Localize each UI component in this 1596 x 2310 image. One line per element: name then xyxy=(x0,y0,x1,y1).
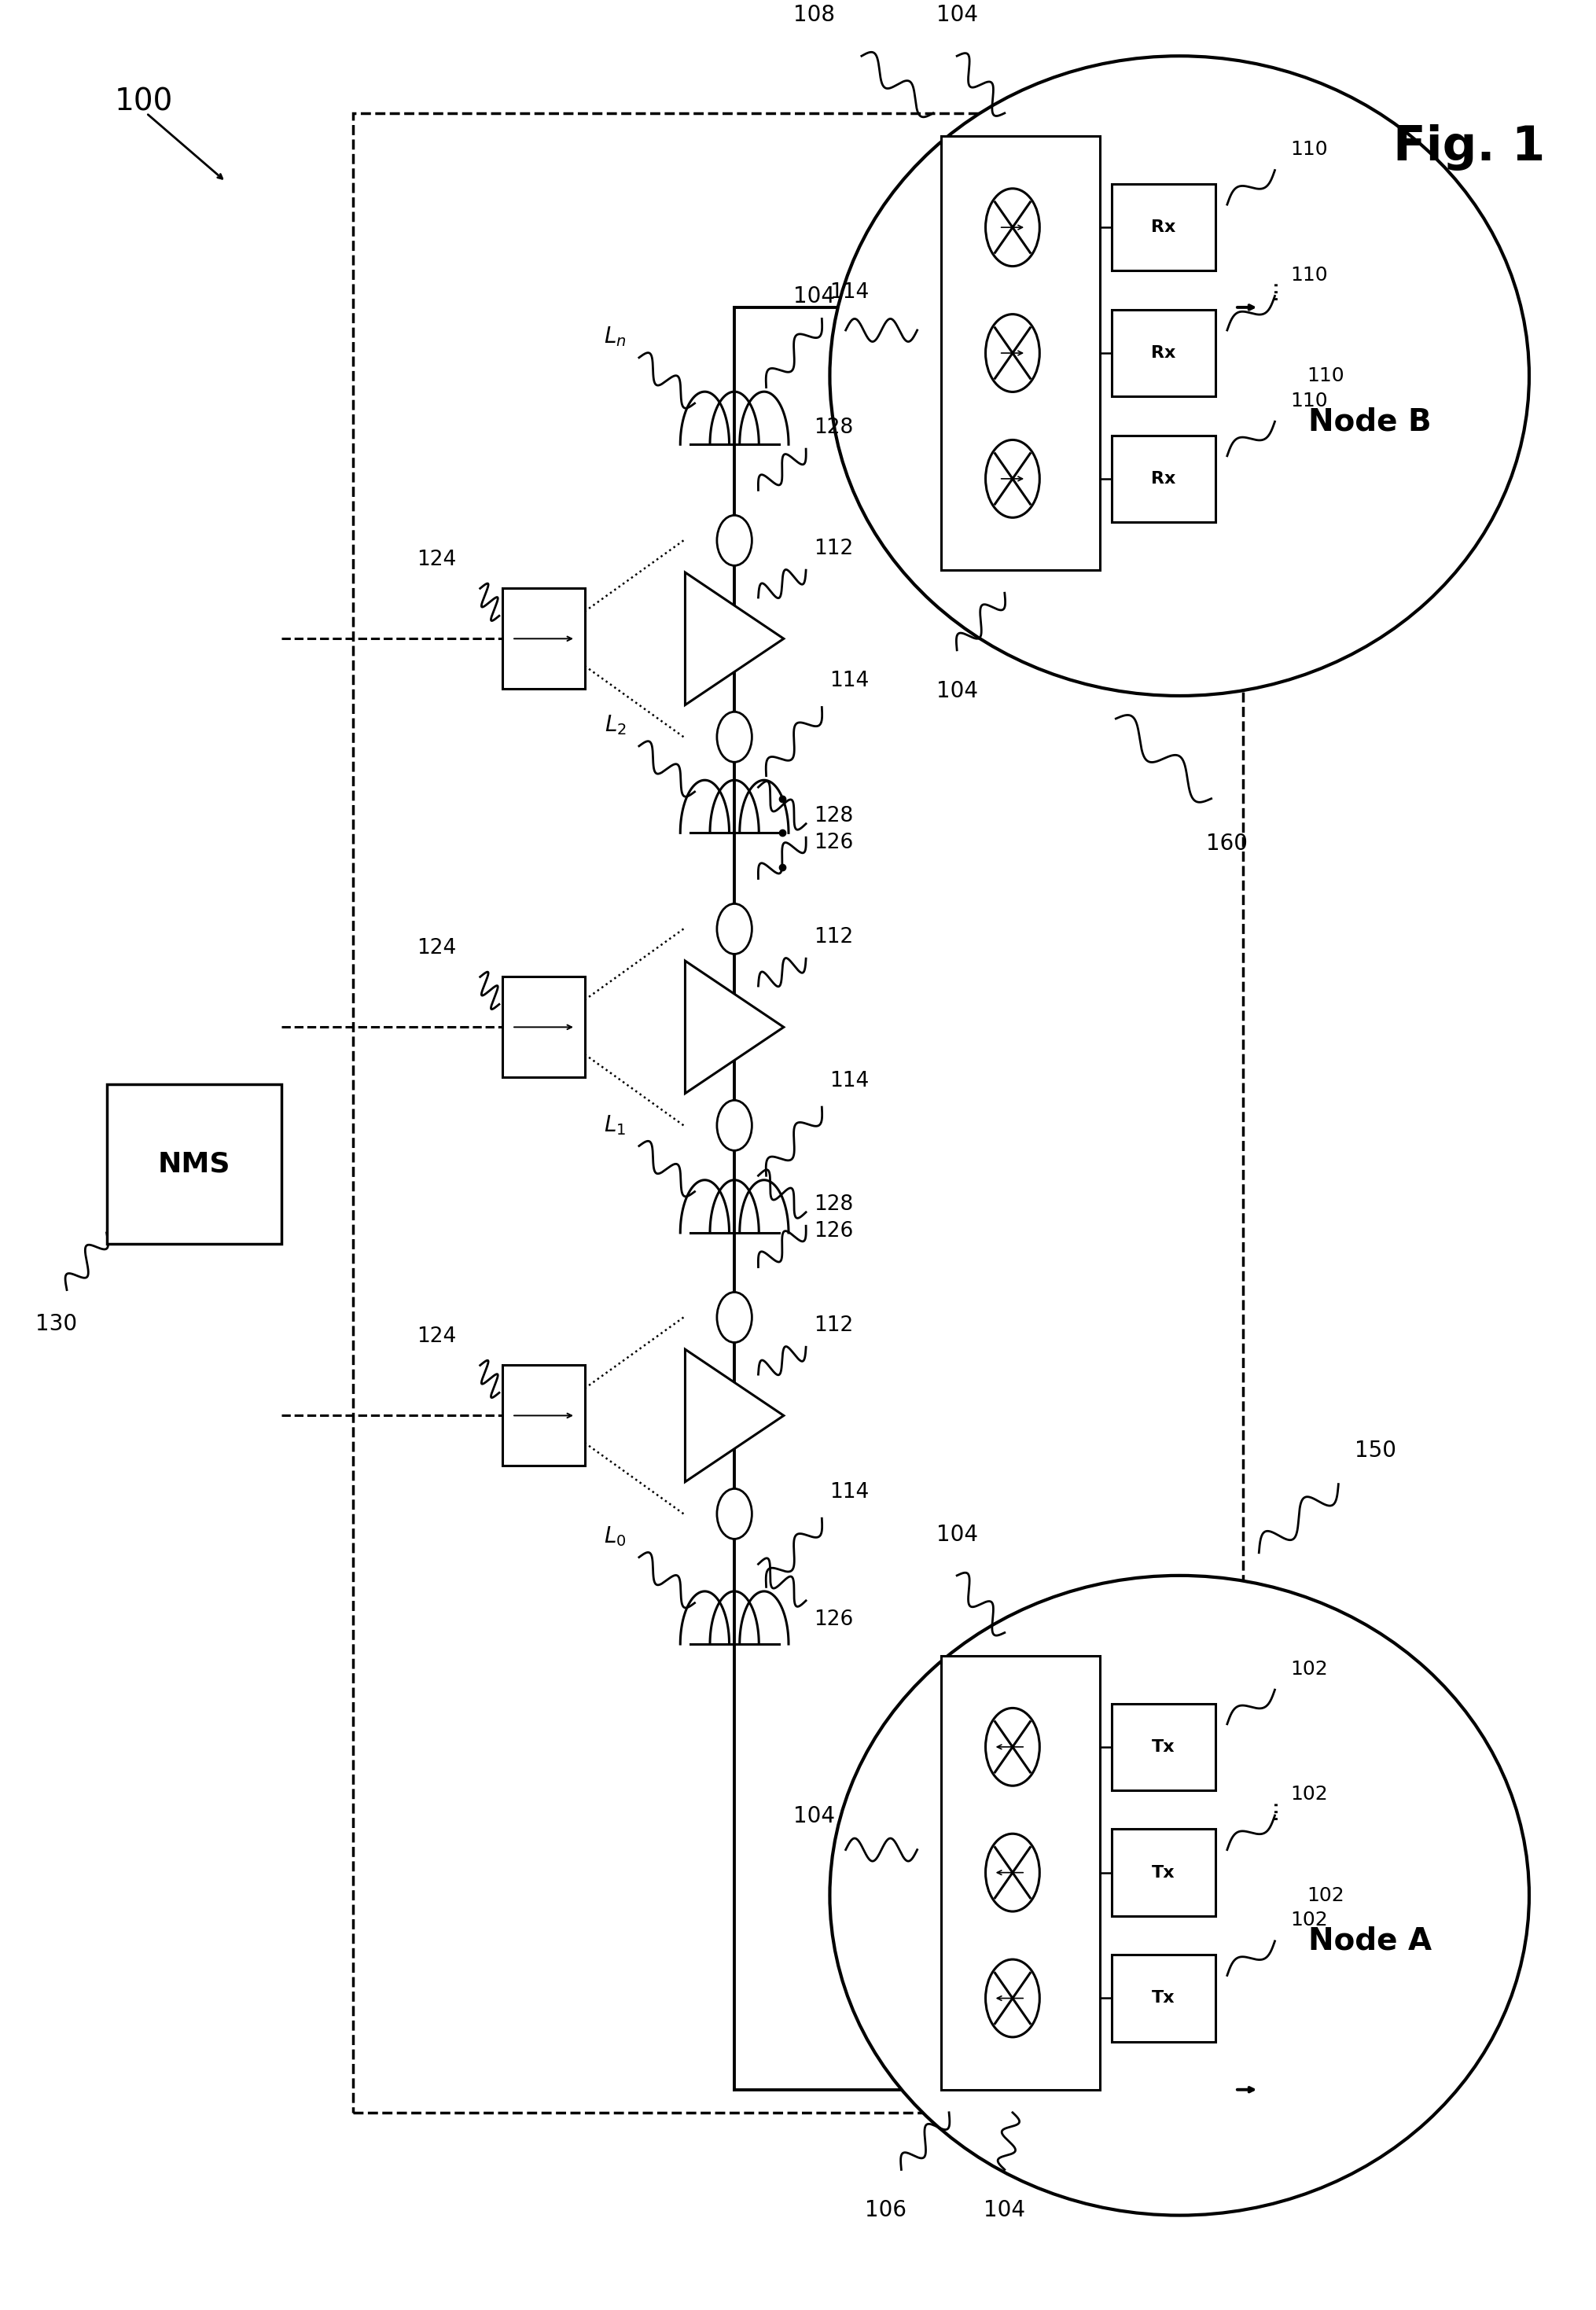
Bar xyxy=(1112,434,1215,522)
Bar xyxy=(1112,310,1215,397)
Text: 114: 114 xyxy=(830,282,870,303)
Polygon shape xyxy=(685,573,784,705)
Text: Rx: Rx xyxy=(1151,344,1176,360)
Text: 104: 104 xyxy=(793,286,835,307)
Text: 126: 126 xyxy=(814,1222,854,1243)
Circle shape xyxy=(986,439,1039,517)
Text: $L_0$: $L_0$ xyxy=(603,1525,626,1548)
Text: 114: 114 xyxy=(830,1483,870,1502)
Bar xyxy=(107,1083,281,1245)
Polygon shape xyxy=(1012,1670,1092,2077)
Circle shape xyxy=(717,515,752,566)
Text: 126: 126 xyxy=(814,834,854,852)
Text: Node B: Node B xyxy=(1309,407,1432,437)
Text: 128: 128 xyxy=(814,806,854,827)
Circle shape xyxy=(986,1959,1039,2037)
Text: NMS: NMS xyxy=(158,1150,230,1178)
Bar xyxy=(1112,1954,1215,2042)
Text: 102: 102 xyxy=(1291,1786,1328,1804)
Text: 160: 160 xyxy=(1207,834,1248,855)
Text: 150: 150 xyxy=(1355,1439,1396,1462)
Text: 102: 102 xyxy=(1291,1659,1328,1679)
Text: 106: 106 xyxy=(865,2199,907,2222)
Text: $L_2$: $L_2$ xyxy=(605,714,626,737)
Text: Node A: Node A xyxy=(1309,1927,1432,1957)
Bar xyxy=(942,1656,1100,2091)
Text: 126: 126 xyxy=(814,1610,854,1631)
Text: 112: 112 xyxy=(814,926,854,947)
Text: 104: 104 xyxy=(937,679,978,702)
Circle shape xyxy=(717,903,752,954)
Bar xyxy=(503,977,586,1076)
Text: 130: 130 xyxy=(35,1312,77,1335)
Text: 100: 100 xyxy=(115,88,172,116)
Circle shape xyxy=(986,1707,1039,1786)
Bar xyxy=(942,136,1100,571)
Text: 124: 124 xyxy=(417,1326,456,1347)
Polygon shape xyxy=(685,1349,784,1481)
Text: 124: 124 xyxy=(417,550,456,571)
Ellipse shape xyxy=(830,1575,1529,2215)
Text: Tx: Tx xyxy=(1152,1739,1175,1756)
Bar xyxy=(503,589,586,688)
Text: 110: 110 xyxy=(1291,390,1328,411)
Text: 128: 128 xyxy=(814,418,854,437)
Ellipse shape xyxy=(830,55,1529,695)
Bar xyxy=(1112,1702,1215,1790)
Circle shape xyxy=(986,189,1039,266)
Bar xyxy=(1112,185,1215,270)
Text: 104: 104 xyxy=(793,1804,835,1827)
Circle shape xyxy=(717,1291,752,1342)
Polygon shape xyxy=(685,961,784,1093)
Text: 102: 102 xyxy=(1307,1885,1344,1906)
Polygon shape xyxy=(950,150,1028,557)
Circle shape xyxy=(717,1100,752,1150)
Text: 110: 110 xyxy=(1291,141,1328,159)
Text: 104: 104 xyxy=(937,1525,978,1545)
Text: 110: 110 xyxy=(1291,266,1328,284)
Text: 108: 108 xyxy=(793,5,835,25)
Text: $L_1$: $L_1$ xyxy=(605,1113,626,1137)
Text: Tx: Tx xyxy=(1152,1864,1175,1880)
Text: 128: 128 xyxy=(814,1194,854,1215)
Text: 112: 112 xyxy=(814,538,854,559)
Circle shape xyxy=(986,1834,1039,1910)
Text: 104: 104 xyxy=(937,5,978,25)
Text: 112: 112 xyxy=(814,1314,854,1335)
Text: Rx: Rx xyxy=(1151,471,1176,487)
Text: ...: ... xyxy=(1259,1797,1282,1818)
Bar xyxy=(353,113,1243,2114)
Text: Fig. 1: Fig. 1 xyxy=(1393,125,1545,171)
Text: 114: 114 xyxy=(830,670,870,691)
Text: 124: 124 xyxy=(417,938,456,959)
Text: Rx: Rx xyxy=(1151,219,1176,236)
Bar xyxy=(503,1365,586,1467)
Text: Tx: Tx xyxy=(1152,1991,1175,2005)
Circle shape xyxy=(717,711,752,762)
Text: 110: 110 xyxy=(1307,367,1344,386)
Circle shape xyxy=(717,1488,752,1538)
Text: $L_n$: $L_n$ xyxy=(603,326,626,349)
Text: ...: ... xyxy=(1259,280,1282,300)
Bar xyxy=(1112,1830,1215,1915)
Text: 104: 104 xyxy=(983,2199,1026,2222)
Text: 114: 114 xyxy=(830,1070,870,1090)
Text: 102: 102 xyxy=(1291,1910,1328,1929)
Circle shape xyxy=(986,314,1039,393)
